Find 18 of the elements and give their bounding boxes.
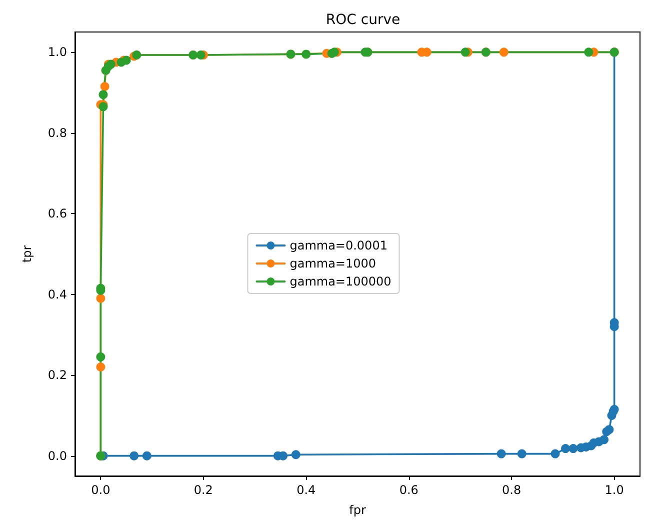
legend-label: gamma=1000 [290,256,376,270]
x-tick-label: 1.0 [604,483,624,497]
x-tick-label: 0.2 [194,483,213,497]
y-tick-label: 0.6 [48,206,67,221]
y-tick-label: 0.2 [48,368,67,382]
legend-label: gamma=0.0001 [290,238,388,252]
x-tick-label: 0.8 [502,483,522,497]
x-tick-label: 0.6 [399,483,418,497]
y-tick-label: 0.0 [48,448,67,463]
legend-label: gamma=100000 [290,274,392,288]
chart-title: ROC curve [326,12,400,28]
y-axis-title: tpr [20,245,34,263]
y-tick-label: 0.4 [48,287,67,302]
x-tick-label: 0.4 [296,483,316,497]
y-tick-label: 1.0 [48,45,67,60]
y-tick-label: 0.8 [48,126,67,140]
x-tick-label: 0.0 [91,483,110,497]
x-axis-title: fpr [349,503,366,517]
